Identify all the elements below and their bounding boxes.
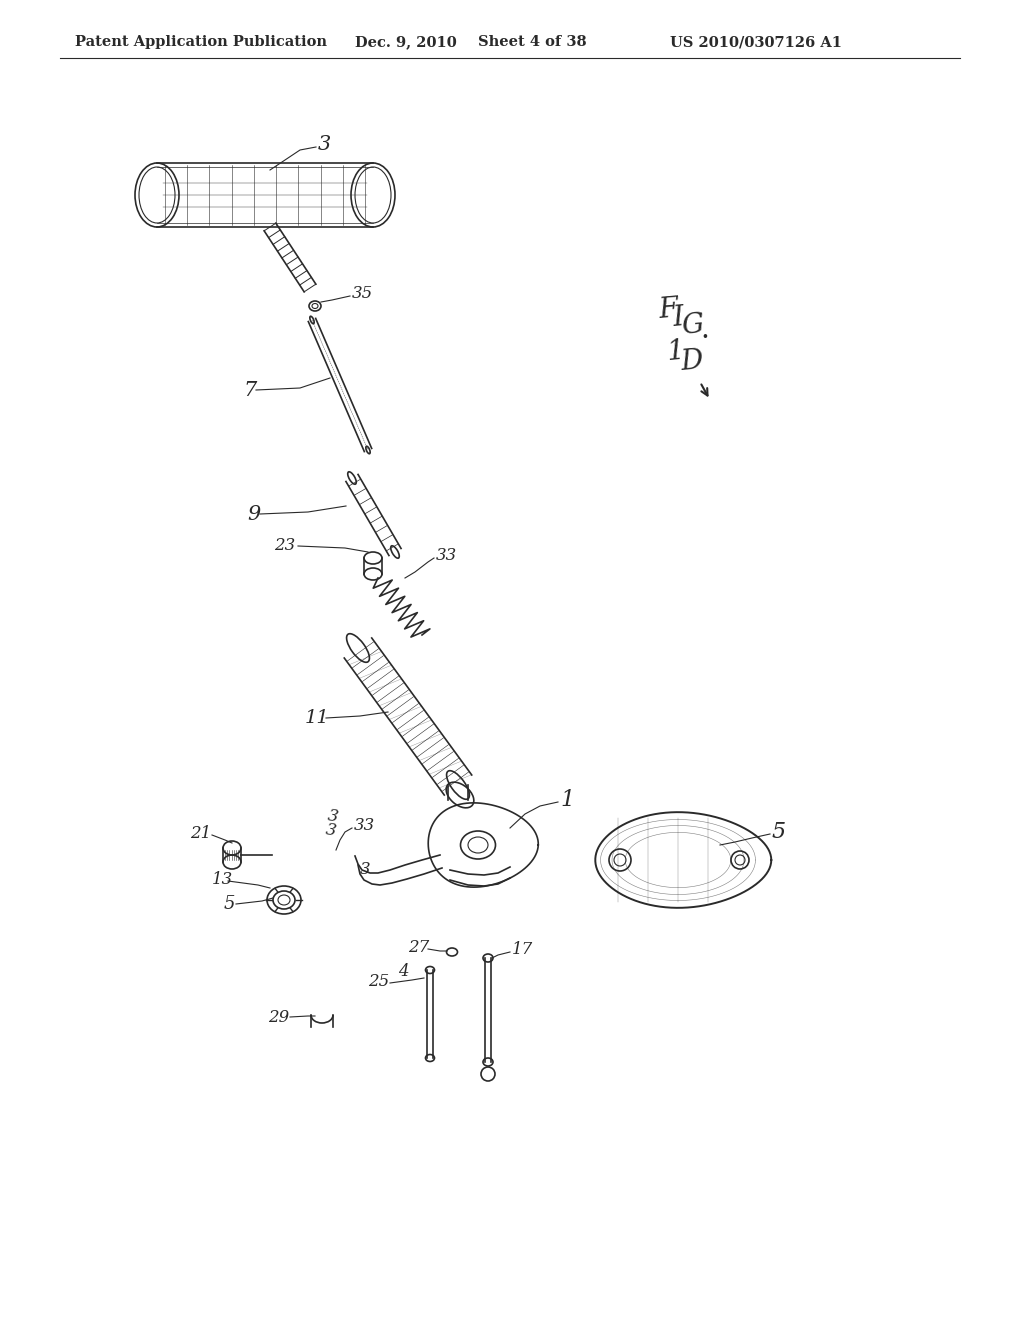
Text: I: I (672, 304, 685, 331)
Text: Patent Application Publication: Patent Application Publication (75, 36, 327, 49)
Text: 33: 33 (436, 548, 458, 565)
Text: US 2010/0307126 A1: US 2010/0307126 A1 (670, 36, 842, 49)
Text: 29: 29 (268, 1010, 289, 1027)
Text: 33: 33 (354, 817, 375, 834)
Text: .: . (700, 317, 709, 343)
Text: 3: 3 (318, 136, 331, 154)
Text: 25: 25 (368, 974, 389, 990)
Text: 21: 21 (190, 825, 211, 842)
Text: 27: 27 (408, 940, 429, 957)
Text: 7: 7 (243, 380, 256, 400)
Text: 5: 5 (772, 821, 786, 843)
Text: 17: 17 (512, 941, 534, 958)
Text: 1: 1 (665, 338, 685, 366)
Text: 1: 1 (560, 789, 574, 810)
Text: 3: 3 (324, 821, 338, 840)
Text: Dec. 9, 2010: Dec. 9, 2010 (355, 36, 457, 49)
Text: 35: 35 (352, 285, 374, 302)
Text: 13: 13 (212, 871, 233, 888)
Text: 5: 5 (224, 895, 236, 913)
Text: 23: 23 (274, 536, 295, 553)
Text: 9: 9 (247, 506, 260, 524)
Text: G: G (681, 312, 706, 341)
Text: 3: 3 (360, 862, 371, 879)
Text: 4: 4 (398, 964, 409, 981)
Text: D: D (680, 347, 705, 376)
Text: 3: 3 (326, 807, 339, 825)
Text: 11: 11 (305, 709, 330, 727)
Text: Sheet 4 of 38: Sheet 4 of 38 (478, 36, 587, 49)
Text: F: F (658, 296, 680, 325)
